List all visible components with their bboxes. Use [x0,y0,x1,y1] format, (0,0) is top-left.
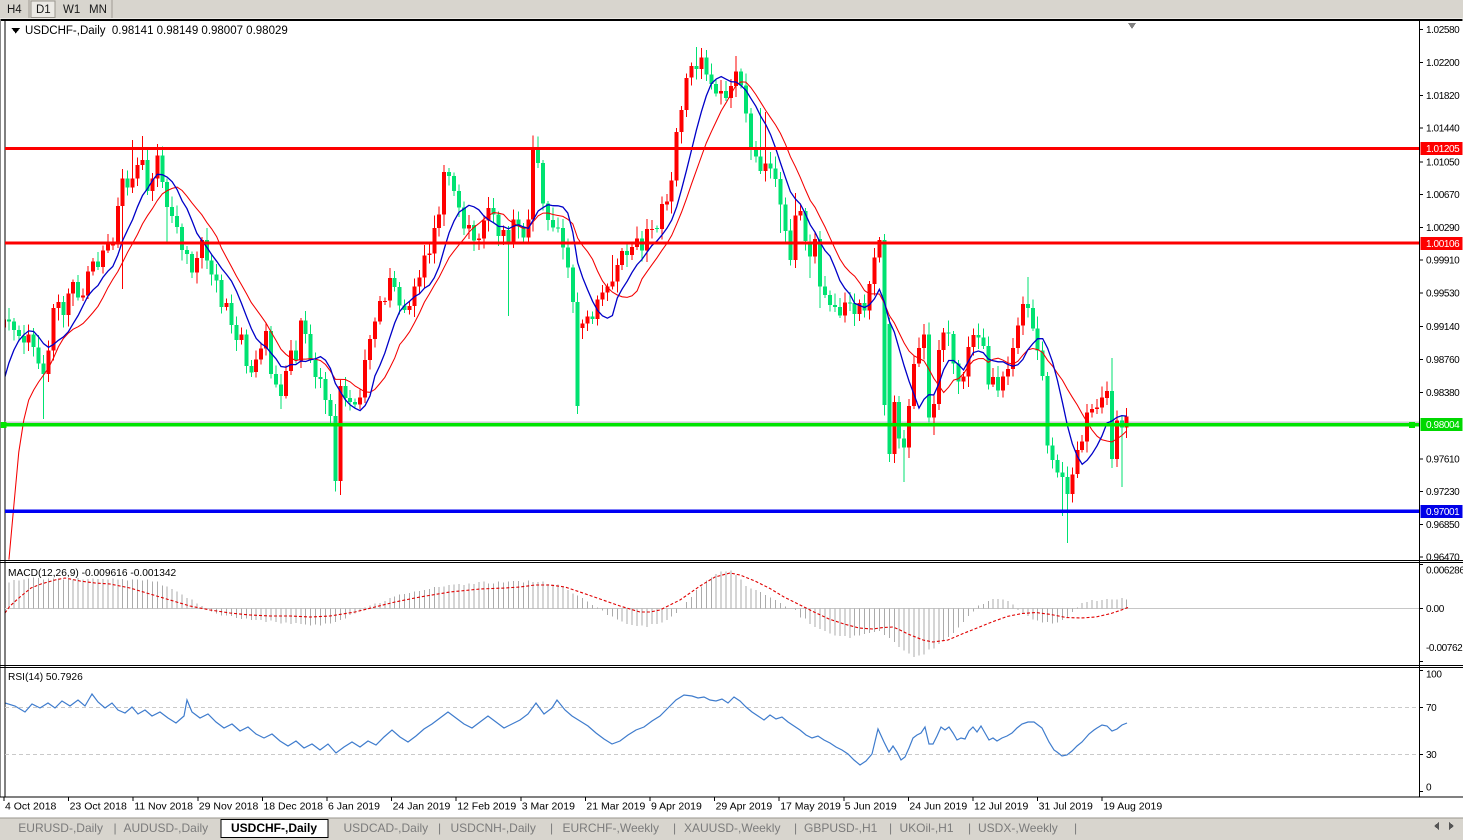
svg-text:29 Nov 2018: 29 Nov 2018 [199,801,259,813]
svg-text:AUDUSD-,Daily: AUDUSD-,Daily [124,821,209,835]
svg-text:USDCHF-,Daily 0.98141 0.98149: USDCHF-,Daily 0.98141 0.98149 0.98007 0.… [25,25,288,37]
svg-text:|: | [889,821,892,835]
svg-text:UKOil-,H1: UKOil-,H1 [900,821,954,835]
svg-text:1.02200: 1.02200 [1426,58,1460,69]
svg-text:29 Apr 2019: 29 Apr 2019 [716,801,773,813]
svg-text:6 Jan 2019: 6 Jan 2019 [328,801,380,813]
svg-text:1.01820: 1.01820 [1426,91,1460,102]
svg-text:1.02580: 1.02580 [1426,25,1460,36]
svg-text:MACD(12,26,9) -0.009616 -0.001: MACD(12,26,9) -0.009616 -0.001342 [8,568,177,579]
svg-text:0.99910: 0.99910 [1426,256,1460,267]
svg-text:4 Oct 2018: 4 Oct 2018 [5,801,57,813]
svg-text:GBPUSD-,H1: GBPUSD-,H1 [804,821,878,835]
svg-text:24 Jun 2019: 24 Jun 2019 [909,801,967,813]
svg-text:1.01205: 1.01205 [1426,144,1460,155]
svg-text:17 May 2019: 17 May 2019 [780,801,841,813]
svg-text:0.99530: 0.99530 [1426,289,1460,300]
svg-text:USDX-,Weekly: USDX-,Weekly [978,821,1058,835]
svg-text:21 Mar 2019: 21 Mar 2019 [586,801,645,813]
svg-text:|: | [673,821,676,835]
svg-text:|: | [1074,821,1077,835]
svg-text:XAUUSD-,Weekly: XAUUSD-,Weekly [684,821,780,835]
svg-text:5 Jun 2019: 5 Jun 2019 [845,801,897,813]
svg-text:1.00290: 1.00290 [1426,223,1460,234]
svg-text:18 Dec 2018: 18 Dec 2018 [263,801,323,813]
svg-text:EURCHF-,Weekly: EURCHF-,Weekly [563,821,659,835]
svg-text:D1: D1 [36,4,51,16]
svg-text:0.97001: 0.97001 [1426,507,1460,518]
svg-text:0.97230: 0.97230 [1426,487,1460,498]
svg-text:USDCNH-,Daily: USDCNH-,Daily [451,821,536,835]
svg-text:USDCAD-,Daily: USDCAD-,Daily [344,821,429,835]
svg-text:W1: W1 [63,4,80,16]
svg-text:3 Mar 2019: 3 Mar 2019 [522,801,575,813]
svg-text:1.01050: 1.01050 [1426,157,1460,168]
svg-text:12 Jul 2019: 12 Jul 2019 [974,801,1028,813]
svg-text:30: 30 [1426,750,1437,761]
svg-text:100: 100 [1426,670,1442,681]
svg-text:0.98004: 0.98004 [1426,420,1460,431]
svg-text:24 Jan 2019: 24 Jan 2019 [393,801,451,813]
svg-text:12 Feb 2019: 12 Feb 2019 [457,801,516,813]
svg-text:9 Apr 2019: 9 Apr 2019 [651,801,702,813]
svg-text:MN: MN [89,4,107,16]
svg-text:11 Nov 2018: 11 Nov 2018 [134,801,193,813]
svg-text:USDCHF-,Daily: USDCHF-,Daily [231,821,317,835]
svg-text:19 Aug 2019: 19 Aug 2019 [1103,801,1162,813]
svg-text:0.96850: 0.96850 [1426,520,1460,531]
svg-text:1.01440: 1.01440 [1426,124,1460,135]
svg-text:|: | [968,821,971,835]
svg-text:EURUSD-,Daily: EURUSD-,Daily [18,821,103,835]
svg-text:0.006286: 0.006286 [1426,566,1463,577]
svg-text:|: | [550,821,553,835]
svg-text:0.99140: 0.99140 [1426,322,1460,333]
svg-text:|: | [438,821,441,835]
svg-text:RSI(14) 50.7926: RSI(14) 50.7926 [8,672,83,683]
svg-text:0.96470: 0.96470 [1426,553,1460,564]
svg-text:H4: H4 [7,4,22,16]
svg-text:1.00106: 1.00106 [1426,239,1460,250]
svg-text:|: | [114,821,117,835]
svg-text:1.00670: 1.00670 [1426,190,1460,201]
svg-text:-0.00762: -0.00762 [1426,643,1463,654]
svg-text:31 Jul 2019: 31 Jul 2019 [1039,801,1093,813]
svg-text:23 Oct 2018: 23 Oct 2018 [70,801,127,813]
svg-text:|: | [794,821,797,835]
svg-text:0.00: 0.00 [1426,604,1445,615]
svg-text:70: 70 [1426,703,1437,714]
svg-text:0.98760: 0.98760 [1426,355,1460,366]
svg-text:0: 0 [1426,783,1432,794]
svg-text:0.97610: 0.97610 [1426,454,1460,465]
svg-text:0.98380: 0.98380 [1426,388,1460,399]
